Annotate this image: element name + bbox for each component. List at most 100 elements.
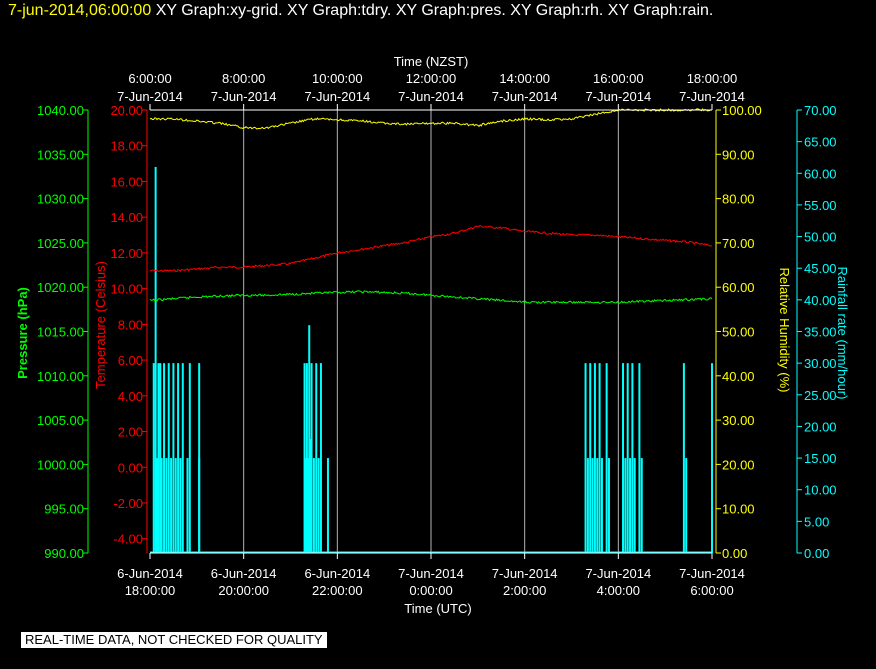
top-tick-date: 7-Jun-2014 bbox=[398, 89, 464, 104]
rain-bar bbox=[591, 458, 594, 553]
top-tick-date: 7-Jun-2014 bbox=[211, 89, 277, 104]
rain-bar bbox=[626, 363, 629, 553]
top-tick-date: 7-Jun-2014 bbox=[679, 89, 745, 104]
bottom-tick-time: 20:00:00 bbox=[218, 583, 269, 598]
rain-bar bbox=[188, 363, 191, 553]
rain-bar bbox=[326, 458, 329, 553]
temperature-tick-label: -2.00 bbox=[113, 496, 143, 511]
graph-title-rh: XY Graph:rh. bbox=[510, 2, 604, 19]
top-tick-date: 7-Jun-2014 bbox=[492, 89, 558, 104]
rain-bar bbox=[310, 363, 313, 553]
rain-tick-label: 20.00 bbox=[804, 419, 837, 434]
rain-tick-label: 35.00 bbox=[804, 325, 837, 340]
rain-bar bbox=[198, 363, 201, 553]
rain-bar bbox=[600, 458, 603, 553]
rain-bar bbox=[593, 363, 596, 553]
pressure-tick-label: 1030.00 bbox=[37, 192, 84, 207]
rain-bar bbox=[177, 363, 180, 553]
rain-bar bbox=[638, 363, 641, 553]
rain-bar bbox=[160, 458, 163, 553]
rain-bar bbox=[198, 458, 201, 553]
rain-bar bbox=[685, 458, 688, 553]
temperature-tick-label: 0.00 bbox=[118, 460, 143, 475]
temperature-tick-label: 4.00 bbox=[118, 389, 143, 404]
bottom-tick-time: 22:00:00 bbox=[312, 583, 363, 598]
rain-bar bbox=[317, 458, 320, 553]
rain-bar bbox=[711, 363, 713, 553]
rain-bar bbox=[174, 458, 177, 553]
bottom-axis-title: Time (UTC) bbox=[404, 601, 471, 616]
temperature-tick-label: 8.00 bbox=[118, 317, 143, 332]
humidity-tick-label: 40.00 bbox=[722, 369, 755, 384]
bottom-tick-date: 7-Jun-2014 bbox=[492, 566, 558, 581]
rain-bar bbox=[624, 458, 627, 553]
rain-bars bbox=[150, 166, 713, 553]
rain-bar bbox=[167, 363, 170, 553]
top-tick-time: 18:00:00 bbox=[687, 71, 738, 86]
temperature-tick-label: 20.00 bbox=[110, 103, 143, 118]
rain-bar bbox=[319, 363, 322, 553]
timestamp-label: 7-jun-2014,06:00:00 bbox=[8, 2, 152, 19]
bottom-tick-date: 6-Jun-2014 bbox=[117, 566, 183, 581]
top-tick-time: 8:00:00 bbox=[222, 71, 265, 86]
temperature-tick-label: 14.00 bbox=[110, 210, 143, 225]
pressure-tick-label: 1010.00 bbox=[37, 369, 84, 384]
top-tick-time: 6:00:00 bbox=[128, 71, 171, 86]
temperature-tick-label: -4.00 bbox=[113, 532, 143, 547]
pressure-tick-label: 995.00 bbox=[44, 502, 84, 517]
rain-bar bbox=[682, 363, 685, 553]
rain-bar bbox=[159, 363, 162, 553]
bottom-tick-time: 6:00:00 bbox=[690, 583, 733, 598]
top-tick-time: 10:00:00 bbox=[312, 71, 363, 86]
rain-bar bbox=[170, 458, 173, 553]
pressure-tick-label: 990.00 bbox=[44, 546, 84, 561]
graph-header: 7-jun-2014,06:00:00 XY Graph:xy-grid. XY… bbox=[8, 2, 713, 20]
rain-bar bbox=[596, 458, 599, 553]
top-tick-time: 16:00:00 bbox=[593, 71, 644, 86]
rain-bar bbox=[303, 363, 306, 553]
rain-bar bbox=[605, 363, 608, 553]
humidity-tick-label: 20.00 bbox=[722, 457, 755, 472]
temperature-tick-label: 12.00 bbox=[110, 246, 143, 261]
rain-tick-label: 45.00 bbox=[804, 261, 837, 276]
top-tick-date: 7-Jun-2014 bbox=[117, 89, 183, 104]
pressure-series-line bbox=[149, 290, 713, 304]
grid-layer bbox=[243, 110, 619, 553]
rain-bar bbox=[157, 363, 160, 553]
rain-bar bbox=[181, 363, 184, 553]
rain-tick-label: 15.00 bbox=[804, 451, 837, 466]
rain-bar bbox=[156, 458, 159, 553]
rain-tick-label: 60.00 bbox=[804, 166, 837, 181]
humidity-tick-label: 70.00 bbox=[722, 236, 755, 251]
bottom-tick-date: 7-Jun-2014 bbox=[398, 566, 464, 581]
temperature-series-line bbox=[149, 224, 713, 273]
humidity-tick-label: 30.00 bbox=[722, 413, 755, 428]
bottom-tick-time: 2:00:00 bbox=[503, 583, 546, 598]
rain-bar bbox=[152, 363, 155, 553]
rain-tick-label: 25.00 bbox=[804, 388, 837, 403]
rain-bar bbox=[305, 363, 308, 553]
temperature-tick-label: 18.00 bbox=[110, 139, 143, 154]
rain-tick-label: 10.00 bbox=[804, 483, 837, 498]
pressure-tick-label: 1025.00 bbox=[37, 236, 84, 251]
rain-tick-label: 55.00 bbox=[804, 198, 837, 213]
bottom-tick-date: 6-Jun-2014 bbox=[304, 566, 370, 581]
rain-bar bbox=[589, 363, 592, 553]
humidity-tick-label: 10.00 bbox=[722, 502, 755, 517]
rain-bar bbox=[312, 458, 315, 553]
rain-tick-label: 40.00 bbox=[804, 293, 837, 308]
top-tick-time: 12:00:00 bbox=[406, 71, 457, 86]
rain-bar bbox=[304, 458, 307, 553]
rain-tick-label: 5.00 bbox=[804, 514, 829, 529]
graph-title-rain: XY Graph:rain. bbox=[607, 2, 714, 19]
bottom-tick-date: 6-Jun-2014 bbox=[211, 566, 277, 581]
rain-bar bbox=[631, 363, 634, 553]
rain-bar bbox=[633, 458, 636, 553]
humidity-tick-label: 60.00 bbox=[722, 280, 755, 295]
temperature-tick-label: 10.00 bbox=[110, 282, 143, 297]
graph-title-tdry: XY Graph:tdry. bbox=[287, 2, 392, 19]
pressure-tick-label: 1015.00 bbox=[37, 325, 84, 340]
rain-bar bbox=[163, 363, 166, 553]
humidity-tick-label: 50.00 bbox=[722, 325, 755, 340]
